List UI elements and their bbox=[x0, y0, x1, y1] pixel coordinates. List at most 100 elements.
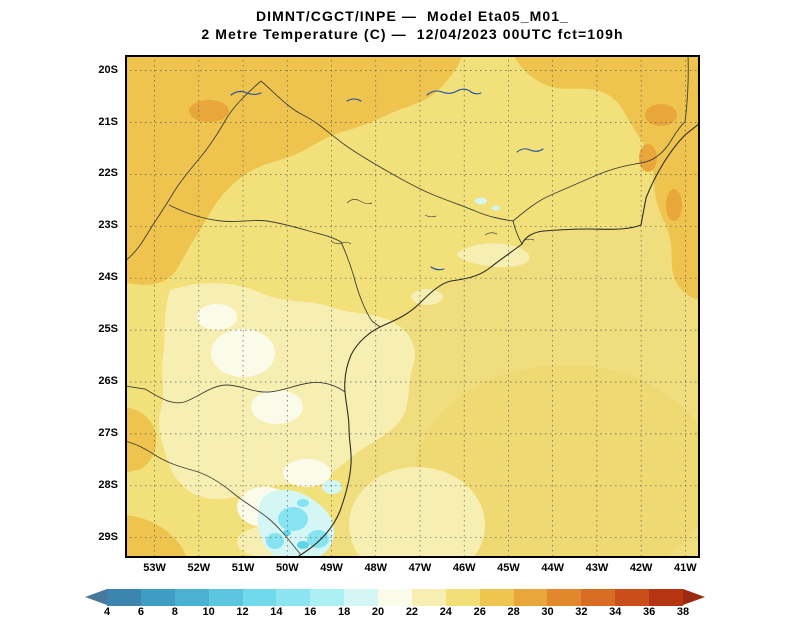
latitude-label: 21S bbox=[98, 115, 118, 128]
latitude-label: 26S bbox=[98, 375, 118, 387]
colorbar-segment bbox=[615, 589, 649, 606]
temp-region-16-18 bbox=[297, 499, 309, 507]
colorbar-segment bbox=[547, 589, 582, 606]
longitude-label: 49W bbox=[320, 562, 343, 574]
colorbar bbox=[85, 589, 705, 606]
temp-region-28-30 bbox=[189, 100, 229, 122]
colorbar-right-arrow bbox=[683, 589, 705, 605]
latitude-label: 23S bbox=[98, 219, 118, 232]
colorbar-tick-label: 38 bbox=[676, 606, 690, 618]
longitude-label: 41W bbox=[674, 562, 697, 574]
plot-title-line-1: DIMNT/CGCT/INPE — Model Eta05_M01_ bbox=[255, 8, 570, 24]
temp-region-14-16 bbox=[283, 530, 291, 536]
temperature-map bbox=[125, 55, 700, 558]
longitude-label: 48W bbox=[364, 562, 388, 574]
colorbar-tick-label: 12 bbox=[236, 606, 249, 618]
colorbar-segment bbox=[344, 589, 378, 606]
es-mg-border bbox=[684, 55, 689, 123]
temp-region-26-28-southwest bbox=[125, 515, 186, 558]
reservoir bbox=[516, 148, 544, 153]
temp-region-28-30 bbox=[645, 104, 677, 126]
coastline bbox=[295, 122, 700, 558]
temp-region-16-18 bbox=[307, 530, 329, 548]
grid-lines bbox=[125, 55, 700, 558]
colorbar-tick-label: 20 bbox=[371, 606, 385, 618]
temp-region-26-28-west bbox=[125, 407, 157, 473]
longitude-label: 47W bbox=[408, 562, 432, 574]
temp-region-18-20-spot bbox=[492, 205, 500, 211]
temp-region-20-22 bbox=[283, 459, 331, 487]
temp-region-20-22 bbox=[211, 329, 275, 377]
temp-region-28-30 bbox=[639, 144, 657, 172]
longitude-label: 50W bbox=[275, 562, 299, 574]
colorbar-tick-label: 14 bbox=[270, 606, 283, 618]
colorbar-segment bbox=[649, 589, 683, 606]
rj-mg-border bbox=[512, 121, 686, 222]
colorbar-left-arrow bbox=[85, 589, 107, 605]
reservoir bbox=[430, 266, 445, 271]
colorbar-segment bbox=[174, 589, 209, 606]
furnas-reservoir bbox=[426, 88, 482, 96]
temp-region-28-30 bbox=[666, 189, 682, 221]
reservoir bbox=[230, 90, 262, 96]
colorbar-tick-label: 28 bbox=[507, 606, 520, 618]
colorbar-tick-label: 32 bbox=[575, 606, 588, 618]
colorbar-segment bbox=[208, 589, 243, 606]
colorbar-segment bbox=[310, 589, 345, 606]
longitude-label: 42W bbox=[629, 562, 653, 574]
colorbar-tick-label: 34 bbox=[609, 606, 622, 618]
mg-sp-border bbox=[260, 80, 514, 222]
colorbar-segment bbox=[276, 589, 311, 606]
colorbar-segment bbox=[513, 589, 548, 606]
colorbar-segment bbox=[140, 589, 175, 606]
longitude-label: 43W bbox=[585, 562, 609, 574]
colorbar-tick-label: 8 bbox=[171, 606, 178, 618]
colorbar-segments bbox=[107, 589, 683, 606]
colorbar-tick-label: 4 bbox=[103, 606, 111, 618]
longitude-label: 44W bbox=[541, 562, 564, 574]
latitude-label: 29S bbox=[98, 530, 118, 543]
colorbar-tick-label: 24 bbox=[439, 606, 452, 618]
latitude-label: 27S bbox=[98, 426, 118, 439]
longitude-label: 46W bbox=[452, 562, 476, 574]
state-boundaries bbox=[125, 55, 689, 556]
colorbar-tick-label: 26 bbox=[473, 606, 486, 618]
cool-coastal-ocean-region bbox=[349, 467, 485, 558]
colorbar-segment bbox=[445, 589, 480, 606]
longitude-label: 45W bbox=[497, 562, 520, 574]
temp-region-20-22 bbox=[251, 390, 303, 424]
colorbar-tick-label: 30 bbox=[541, 606, 554, 618]
longitude-label: 52W bbox=[187, 562, 211, 574]
colorbar-segment bbox=[242, 589, 277, 606]
map-frame bbox=[125, 55, 700, 558]
colorbar-tick-label: 22 bbox=[405, 606, 419, 618]
temp-region-18-20 bbox=[322, 480, 342, 494]
pr-sc-border bbox=[125, 382, 346, 404]
plot-title-line-2: 2 Metre Temperature (C) — 12/04/2023 00U… bbox=[201, 26, 624, 42]
colorbar-tick-label: 18 bbox=[338, 606, 351, 618]
rj-sp-border bbox=[512, 220, 523, 245]
longitude-label: 53W bbox=[143, 562, 166, 574]
colorbar-segment bbox=[411, 589, 446, 606]
colorbar-segment bbox=[581, 589, 616, 606]
colorbar-tick-labels: 4 6 8 10 12 14 16 18 20 22 24 26 28 30 32 34 36 38 bbox=[85, 606, 705, 618]
latitude-label: 24S bbox=[98, 271, 118, 284]
latitude-label: 22S bbox=[98, 167, 118, 180]
temp-region-16-18 bbox=[266, 533, 284, 549]
temp-region-20-22 bbox=[197, 304, 237, 330]
sp-pr-border bbox=[168, 204, 381, 328]
colorbar-segment bbox=[107, 589, 141, 606]
temp-region-22-24-patch bbox=[411, 289, 443, 305]
colorbar-tick-label: 16 bbox=[304, 606, 317, 618]
colorbar-segment bbox=[479, 589, 514, 606]
latitude-label: 25S bbox=[98, 323, 118, 336]
temp-region-16-18 bbox=[278, 507, 308, 531]
latitude-label: 28S bbox=[98, 478, 118, 491]
sc-rs-border bbox=[125, 440, 302, 556]
temp-region-22-24-mantiqueira bbox=[457, 243, 530, 268]
colorbar-tick-label: 36 bbox=[642, 606, 656, 618]
reservoir bbox=[346, 98, 362, 102]
colorbar-tick-label: 6 bbox=[137, 606, 144, 618]
warm-ocean-region bbox=[415, 365, 700, 558]
